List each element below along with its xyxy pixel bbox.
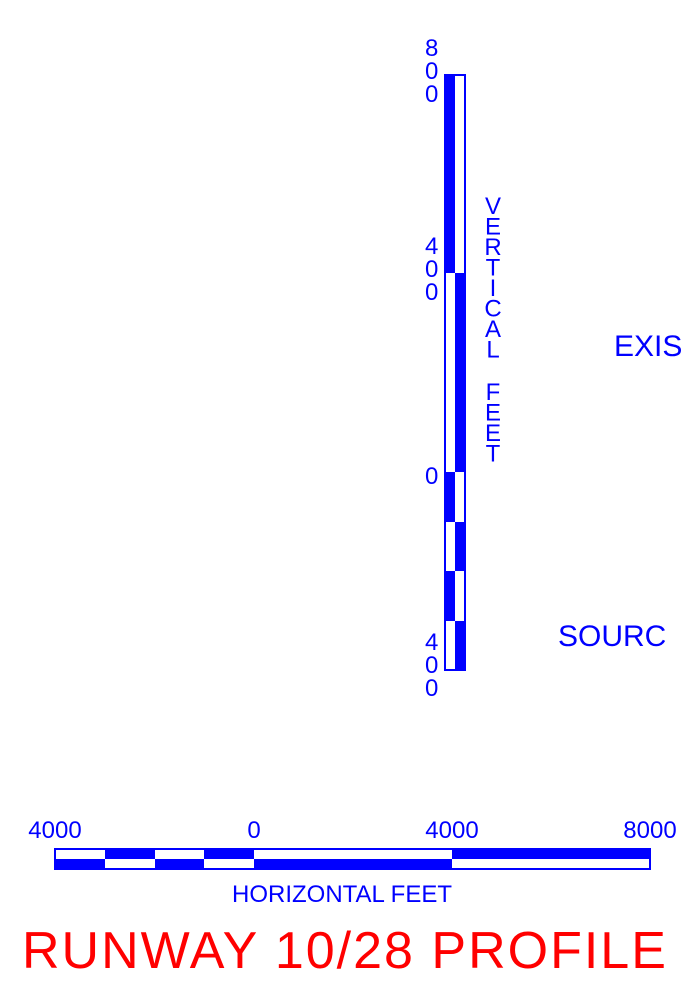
vertical-tick-label-0: 0 — [425, 463, 438, 490]
vertical-scale-segment — [455, 621, 465, 670]
horizontal-scale-segment — [204, 849, 254, 859]
horizontal-scale-segment — [452, 849, 650, 859]
source-label: SOURC — [558, 620, 666, 653]
horizontal-tick-label-8000: 8000 — [623, 817, 676, 844]
existing-label: EXIS — [614, 330, 682, 363]
horizontal-scale-bar — [54, 848, 651, 870]
vertical-scale-segment — [445, 571, 455, 621]
vertical-scale-segment — [455, 522, 465, 571]
horizontal-scale-segment — [254, 859, 452, 869]
horizontal-scale-segment — [155, 859, 204, 869]
vertical-scale-segment — [445, 472, 455, 522]
horizontal-scale-segment — [105, 849, 155, 859]
vertical-scale-bar — [444, 74, 466, 671]
vertical-scale-segment — [445, 75, 455, 273]
drawing-title: RUNWAY 10/28 PROFILE — [22, 922, 668, 980]
horizontal-scale-segment — [55, 859, 105, 869]
vertical-scale-segment — [455, 273, 465, 472]
horizontal-scale: 4000 0 4000 8000 HORIZONTAL FEET — [28, 817, 676, 908]
horizontal-tick-label-4000: 4000 — [425, 817, 478, 844]
horizontal-tick-label-0: 0 — [247, 817, 260, 844]
horizontal-tick-label-4000-left: 4000 — [28, 817, 81, 844]
horizontal-axis-label: HORIZONTAL FEET — [232, 881, 452, 908]
